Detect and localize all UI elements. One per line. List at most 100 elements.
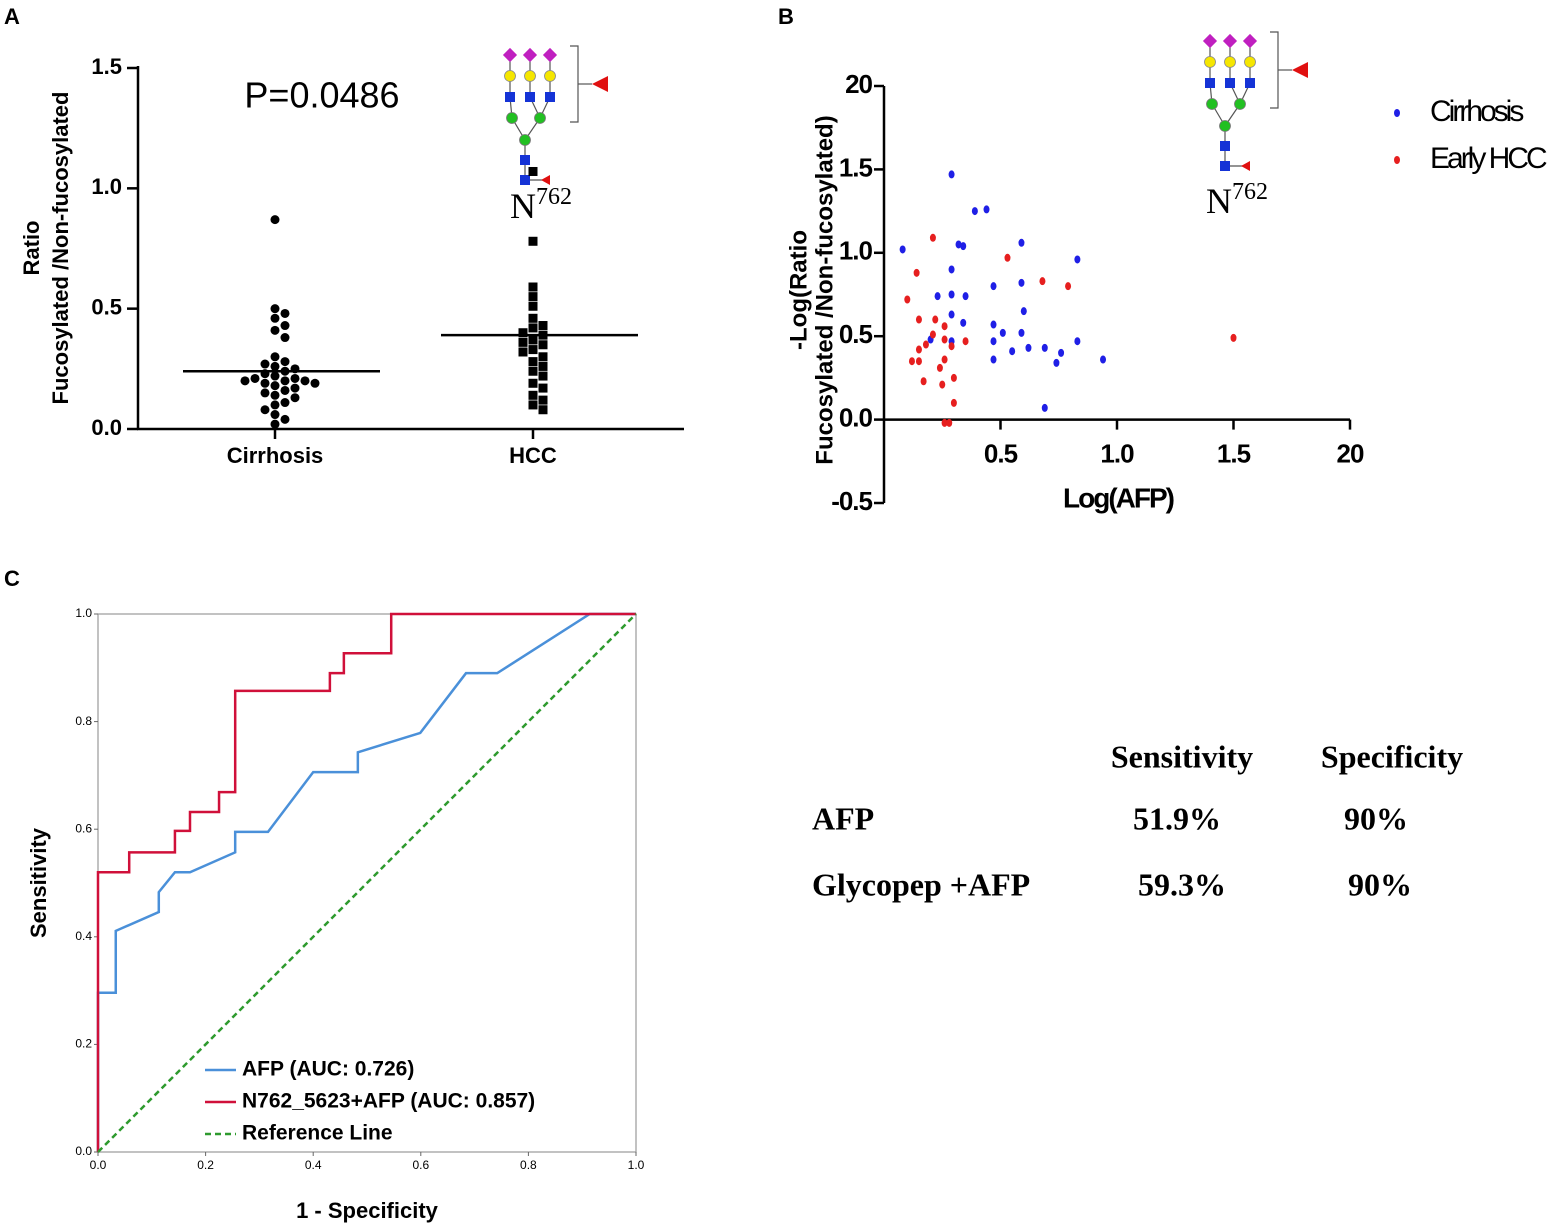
data-point <box>280 414 290 424</box>
data-point <box>290 373 300 383</box>
data-point <box>1025 343 1032 352</box>
data-point <box>300 376 310 386</box>
data-point <box>528 357 538 367</box>
data-point <box>518 347 528 357</box>
data-point <box>1058 348 1065 357</box>
y-tick-label: -0.5 <box>831 486 872 516</box>
y-axis-label: Ratio <box>19 221 44 276</box>
y-tick-label: 20 <box>845 69 872 99</box>
row-header: Glycopep +AFP <box>812 866 1030 902</box>
roc-curve <box>96 612 636 1152</box>
data-point <box>518 337 528 347</box>
data-point <box>538 405 548 415</box>
y-tick-label: 1.5 <box>91 54 122 79</box>
data-point <box>1065 282 1072 291</box>
data-point <box>1041 343 1048 352</box>
data-point <box>270 304 280 314</box>
y-tick-label: 0.8 <box>75 714 92 728</box>
data-point <box>528 400 538 410</box>
data-point <box>1004 253 1011 262</box>
y-axis-label: Fucosylated /Non-fucosylated <box>48 92 73 405</box>
y-tick-label: 1.0 <box>75 606 92 620</box>
x-tick-label: 0.2 <box>197 1158 214 1172</box>
data-point <box>270 215 280 225</box>
data-point <box>946 418 953 427</box>
roc-curve <box>97 613 637 1153</box>
data-point <box>1039 277 1046 286</box>
data-point <box>270 361 280 371</box>
cell: 59.3% <box>1138 866 1226 902</box>
column-header: Specificity <box>1321 738 1463 774</box>
data-point <box>270 381 280 391</box>
data-point <box>913 268 920 277</box>
legend-marker <box>1394 156 1400 164</box>
data-point <box>280 321 290 331</box>
cell: 90% <box>1344 800 1408 836</box>
data-point <box>941 322 948 331</box>
y-tick-label: 0.2 <box>75 1037 92 1051</box>
data-point <box>1018 238 1025 247</box>
x-axis-label: 1 - Specificity <box>296 1198 439 1223</box>
x-axis-label: Log(AFP) <box>1063 482 1174 513</box>
data-point <box>971 207 978 216</box>
data-point <box>538 321 548 331</box>
data-point <box>528 390 538 400</box>
x-tick-label: 20 <box>1337 438 1364 468</box>
legend-label: AFP (AUC: 0.726) <box>242 1058 414 1081</box>
legend-label: Early HCC <box>1430 142 1547 175</box>
data-point <box>260 378 270 388</box>
data-point <box>990 282 997 291</box>
data-point <box>270 325 280 335</box>
data-point <box>250 373 260 383</box>
data-point <box>948 170 955 179</box>
data-point <box>941 418 948 427</box>
x-tick-label: Cirrhosis <box>227 443 324 468</box>
y-tick-label: 0.0 <box>839 402 873 432</box>
data-point <box>538 352 548 362</box>
data-point <box>270 390 280 400</box>
data-point <box>941 335 948 344</box>
glycan-number: 762 <box>536 184 572 210</box>
data-point <box>280 357 290 367</box>
data-point <box>1018 278 1025 287</box>
data-point <box>936 363 943 372</box>
glycan-number: 762 <box>1232 179 1268 205</box>
data-point <box>920 377 927 386</box>
data-point <box>260 388 270 398</box>
data-point <box>955 240 962 249</box>
glycan-label: N762 <box>510 184 572 227</box>
data-point <box>290 383 300 393</box>
y-axis-label: Fucosylated /Non-fucosylated) <box>811 115 838 464</box>
data-point <box>899 245 906 254</box>
data-point <box>1230 333 1237 342</box>
data-point <box>270 371 280 381</box>
data-point <box>948 265 955 274</box>
glycan-label: N762 <box>1206 179 1268 222</box>
data-point <box>538 395 548 405</box>
data-point <box>990 320 997 329</box>
data-point <box>528 236 538 246</box>
data-point <box>280 385 290 395</box>
p-value: P=0.0486 <box>244 75 399 116</box>
data-point <box>280 333 290 343</box>
data-point <box>960 242 967 251</box>
roc-curve <box>96 612 636 1152</box>
data-point <box>528 166 538 176</box>
panel-label: B <box>778 4 794 29</box>
data-point <box>929 233 936 242</box>
data-point <box>915 357 922 366</box>
data-point <box>939 380 946 389</box>
data-point <box>1009 347 1016 356</box>
data-point <box>260 405 270 415</box>
y-tick-label: 0.5 <box>839 319 873 349</box>
data-point <box>962 292 969 301</box>
data-point <box>950 398 957 407</box>
data-point <box>528 323 538 333</box>
data-point <box>528 366 538 376</box>
data-point <box>1074 337 1081 346</box>
data-point <box>528 282 538 292</box>
data-point <box>999 328 1006 337</box>
y-tick-label: 0.4 <box>75 929 92 943</box>
